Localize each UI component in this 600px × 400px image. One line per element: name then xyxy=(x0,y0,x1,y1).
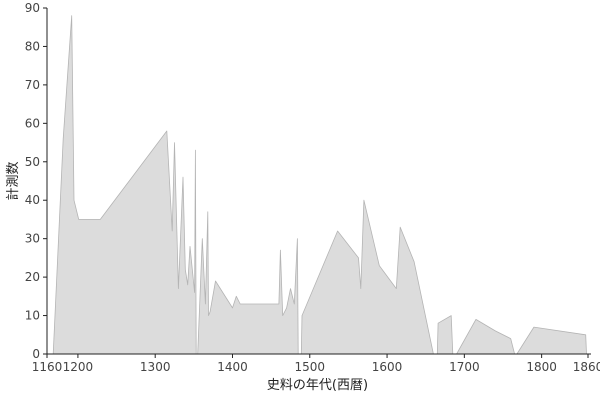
y-tick-label: 20 xyxy=(25,270,40,284)
x-tick-label: 1200 xyxy=(63,360,94,374)
y-tick-label: 30 xyxy=(25,232,40,246)
y-tick-label: 90 xyxy=(25,1,40,15)
area-segment-1 xyxy=(52,15,197,355)
plot-area xyxy=(52,15,587,355)
x-tick-label: 1800 xyxy=(526,360,557,374)
area-segment-5 xyxy=(456,318,515,355)
axes xyxy=(46,8,591,355)
y-tick-label: 70 xyxy=(25,78,40,92)
y-tick-label: 10 xyxy=(25,309,40,323)
area-segment-3 xyxy=(300,199,434,355)
y-axis-ticks: 0 10 20 30 40 50 60 70 80 90 xyxy=(25,1,47,361)
y-tick-label: 80 xyxy=(25,39,40,53)
x-tick-label: 1400 xyxy=(217,360,248,374)
y-tick-label: 50 xyxy=(25,155,40,169)
area-segment-2 xyxy=(197,211,299,355)
y-tick-label: 0 xyxy=(32,347,40,361)
y-tick-label: 40 xyxy=(25,193,40,207)
x-axis-ticks: 1160 1200 1300 1400 1500 1600 1700 1800 1860 xyxy=(32,354,600,374)
x-axis-title: 史料の年代(西暦) xyxy=(267,378,368,393)
area-segment-4 xyxy=(436,315,454,355)
x-tick-label: 1860 xyxy=(573,360,600,374)
y-tick-label: 60 xyxy=(25,116,40,130)
x-tick-label: 1160 xyxy=(32,360,63,374)
x-tick-label: 1700 xyxy=(449,360,480,374)
x-tick-label: 1600 xyxy=(372,360,403,374)
area-segment-6 xyxy=(516,326,587,355)
y-axis-title: 計測数 xyxy=(5,161,21,200)
x-tick-label: 1500 xyxy=(294,360,325,374)
x-tick-label: 1300 xyxy=(140,360,171,374)
